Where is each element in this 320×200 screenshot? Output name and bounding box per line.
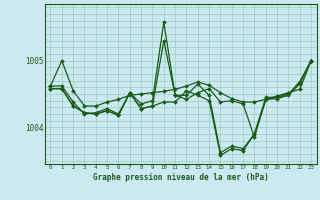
X-axis label: Graphe pression niveau de la mer (hPa): Graphe pression niveau de la mer (hPa) xyxy=(93,173,269,182)
